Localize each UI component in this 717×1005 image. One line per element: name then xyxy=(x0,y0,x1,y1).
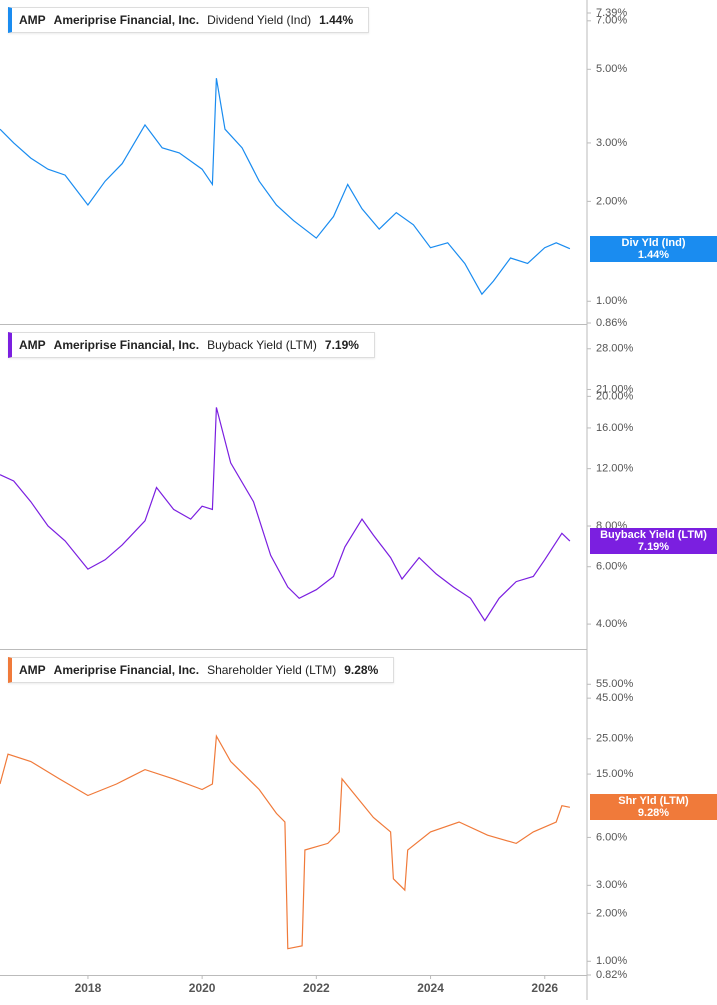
y-tick-label: 2.00% xyxy=(596,195,627,207)
y-tick-label: 4.00% xyxy=(596,618,627,630)
y-tick-label: 25.00% xyxy=(596,733,634,745)
x-tick-label: 2026 xyxy=(531,981,558,995)
ticker: AMP xyxy=(19,338,46,352)
badge-name: Buyback Yield (LTM) xyxy=(600,529,707,542)
metric-name: Dividend Yield (Ind) xyxy=(207,13,312,27)
last-value-badge: Div Yld (Ind) 1.44% xyxy=(590,235,717,262)
x-tick-label: 2020 xyxy=(189,981,216,995)
badge-value: 1.44% xyxy=(637,248,670,261)
y-tick-label: 45.00% xyxy=(596,692,634,704)
y-tick-label: 3.00% xyxy=(596,879,627,891)
x-tick-label: 2022 xyxy=(303,981,330,995)
company-name: Ameriprise Financial, Inc. xyxy=(53,13,200,27)
company-name: Ameriprise Financial, Inc. xyxy=(53,663,200,677)
x-tick-label: 2018 xyxy=(75,981,102,995)
chart-header: AMP Ameriprise Financial, Inc. Shareholder… xyxy=(8,657,395,683)
metric-name: Buyback Yield (LTM) xyxy=(207,338,317,352)
y-tick-label: 20.00% xyxy=(596,390,634,402)
badge-value: 7.19% xyxy=(637,541,670,554)
series-line xyxy=(0,78,571,296)
y-tick-label: 12.00% xyxy=(596,463,634,475)
chart-header: AMP Ameriprise Financial, Inc. Dividend Yi… xyxy=(8,7,370,33)
badge-name: Div Yld (Ind) xyxy=(621,236,686,249)
y-tick-label: 7.00% xyxy=(596,15,627,27)
y-tick-label: 0.82% xyxy=(596,969,627,981)
y-tick-label: 0.86% xyxy=(596,317,627,329)
last-value: 1.44% xyxy=(319,13,354,27)
metric-name: Shareholder Yield (LTM) xyxy=(207,663,337,677)
y-tick-label: 21.00% xyxy=(596,383,634,395)
last-value-badge: Buyback Yield (LTM) 7.19% xyxy=(590,528,717,555)
y-tick-label: 6.00% xyxy=(596,831,627,843)
last-value: 9.28% xyxy=(344,663,379,677)
series-line xyxy=(0,407,571,622)
ticker: AMP xyxy=(19,13,46,27)
badge-value: 9.28% xyxy=(637,807,670,820)
last-value: 7.19% xyxy=(324,338,359,352)
y-tick-label: 1.00% xyxy=(596,955,627,967)
y-tick-label: 6.00% xyxy=(596,561,627,573)
chart-header: AMP Ameriprise Financial, Inc. Buyback Yie… xyxy=(8,332,375,358)
y-tick-label: 16.00% xyxy=(596,422,634,434)
y-tick-label: 7.39% xyxy=(596,7,627,19)
y-tick-label: 1.00% xyxy=(596,295,627,307)
x-tick-label: 2024 xyxy=(417,981,444,995)
y-tick-label: 15.00% xyxy=(596,768,634,780)
last-value-badge: Shr Yld (LTM) 9.28% xyxy=(590,794,717,821)
y-tick-label: 3.00% xyxy=(596,137,627,149)
y-tick-label: 5.00% xyxy=(596,63,627,75)
y-tick-label: 28.00% xyxy=(596,343,634,355)
company-name: Ameriprise Financial, Inc. xyxy=(53,338,200,352)
ticker: AMP xyxy=(19,663,46,677)
series-line xyxy=(0,734,571,950)
badge-name: Shr Yld (LTM) xyxy=(618,795,689,808)
y-tick-label: 2.00% xyxy=(596,907,627,919)
y-tick-label: 55.00% xyxy=(596,678,634,690)
